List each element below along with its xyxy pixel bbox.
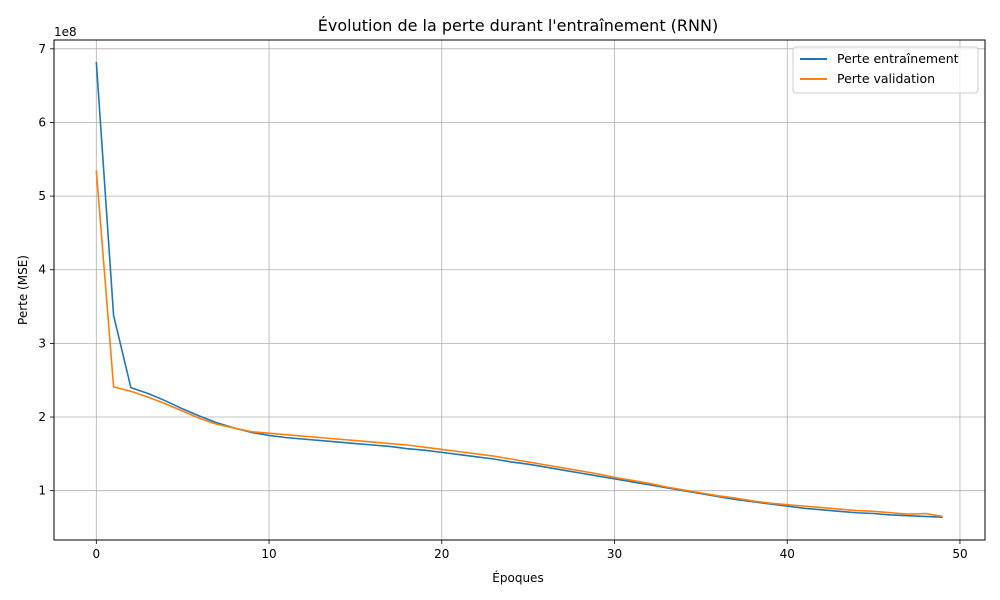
ticks: 0 10 20 30 40 50 1 2 3 4 5 6 7: [38, 42, 967, 561]
y-tick-label: 2: [38, 410, 46, 424]
y-axis-label: Perte (MSE): [16, 255, 30, 325]
plot-frame: [53, 39, 986, 541]
legend: Perte entraînement Perte validation: [792, 46, 979, 94]
x-tick-label: 40: [780, 547, 795, 561]
legend-label-val: Perte validation: [837, 71, 935, 86]
x-axis-label: Époques: [492, 570, 543, 585]
grid: [54, 40, 985, 540]
series-layer: [95, 62, 943, 518]
series-line-1: [95, 170, 943, 518]
x-tick-label: 30: [607, 547, 622, 561]
chart-title: Évolution de la perte durant l'entraînem…: [318, 16, 718, 35]
y-offset-label: 1e8: [54, 25, 77, 39]
y-tick-label: 5: [38, 189, 46, 203]
legend-label-train: Perte entraînement: [837, 51, 959, 66]
y-tick-label: 6: [38, 115, 46, 129]
x-tick-label: 50: [952, 547, 967, 561]
legend-box: [792, 46, 979, 94]
y-tick-label: 7: [38, 42, 46, 56]
y-tick-label: 1: [38, 484, 46, 498]
y-tick-label: 4: [38, 263, 46, 277]
x-tick-label: 10: [261, 547, 276, 561]
y-tick-label: 3: [38, 336, 46, 350]
x-tick-label: 20: [434, 547, 449, 561]
x-tick-label: 0: [92, 547, 100, 561]
